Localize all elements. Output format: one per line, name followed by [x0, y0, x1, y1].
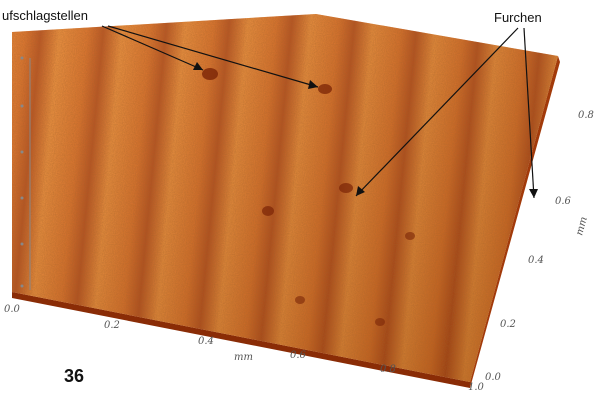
z-axis-ticks	[20, 56, 24, 288]
y-tick-2: 0.4	[528, 255, 544, 266]
impact-spot	[318, 84, 332, 94]
x-tick-4: 0.8	[380, 364, 396, 375]
impact-spot	[375, 318, 385, 326]
x-tick-2: 0.4	[198, 336, 214, 347]
y-tick-4: 0.8	[578, 110, 594, 121]
x-tick-1: 0.2	[104, 320, 120, 331]
y-tick-1: 0.2	[500, 319, 516, 330]
impact-spot	[295, 296, 305, 304]
y-tick-3: 0.6	[555, 196, 572, 207]
x-axis-unit: mm	[234, 352, 253, 363]
impact-spot	[405, 232, 415, 240]
x-tick-5: 1.0	[468, 382, 485, 393]
surface-front-wall	[12, 292, 470, 388]
annotation-arrows	[101, 25, 538, 199]
x-tick-3: 0.6	[290, 350, 307, 361]
y-axis-unit: mm	[574, 216, 590, 237]
surface-right-wall	[470, 56, 560, 388]
impact-spot	[202, 68, 218, 80]
impact-spot	[262, 206, 274, 216]
label-ufschlagstellen: ufschlagstellen	[2, 8, 88, 23]
impact-spot	[339, 183, 353, 193]
page-number: 36	[64, 366, 85, 386]
y-tick-0: 0.0	[485, 372, 502, 383]
x-tick-0: 0.0	[4, 304, 21, 315]
surface-texture	[12, 14, 558, 382]
label-furchen: Furchen	[494, 10, 542, 25]
